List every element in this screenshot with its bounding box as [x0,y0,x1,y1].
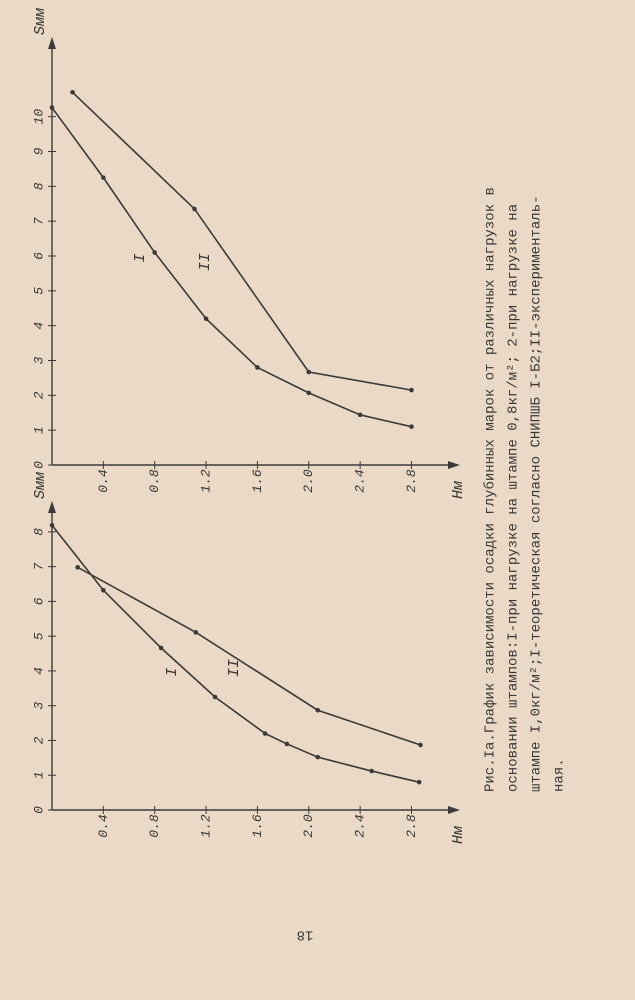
data-point [101,175,106,180]
data-point [369,768,374,774]
series-label: I [164,667,181,676]
x-axis-title: Hм [450,825,467,844]
y-tick-label: 7 [31,217,46,225]
x-tick-label: 2.8 [404,469,419,493]
y-tick-label: 4 [31,322,46,330]
data-point [284,741,290,747]
data-point [152,250,158,255]
caption-line: основании штампов:I-при нагрузке на штам… [506,204,522,792]
x-tick-label: 0.8 [147,814,162,838]
y-tick-label: 2 [31,391,46,399]
data-point [409,387,414,393]
y-tick-label: 6 [31,252,46,260]
y-axis-arrow [48,37,56,49]
x-tick-label: 1.6 [250,814,265,838]
x-tick-label: 0.4 [96,814,111,838]
y-tick-label: 8 [31,528,46,536]
caption-line: Рис.Iа.График зависимости осадки глубинн… [482,187,499,792]
data-point [306,390,312,396]
y-axis-title: Sмм [32,471,49,499]
x-tick-label: 2.4 [353,814,368,838]
x-axis-title: Hм [450,480,467,499]
data-point [49,522,55,528]
y-axis-title: Sмм [32,7,49,35]
y-tick-label: 5 [31,287,46,295]
series-line [71,91,412,391]
series-label: II [197,253,214,271]
y-tick-label: 6 [31,597,46,605]
x-axis-arrow [448,806,460,814]
data-point [416,779,422,785]
data-point [212,694,218,700]
x-tick-label: 2.0 [301,469,316,493]
x-tick-label: 2.0 [301,814,316,838]
y-tick-label: 3 [31,702,46,710]
data-point [255,365,260,370]
x-tick-label: 1.2 [199,814,214,838]
x-tick-label: 0.4 [96,469,111,493]
data-point [49,105,55,110]
y-tick-label: 3 [31,356,46,364]
y-tick-label: 8 [31,182,46,190]
caption-line: ная. [552,758,568,792]
data-point [158,645,164,651]
y-tick-label: 0 [31,806,46,814]
y-axis-arrow [48,501,56,513]
page-number: 18 [297,926,314,942]
x-tick-label: 2.8 [404,814,419,838]
y-tick-label: 9 [31,147,46,155]
series-label: II [226,659,243,677]
x-tick-label: 1.6 [250,469,265,493]
data-point [101,587,106,593]
y-tick-label: 4 [31,667,46,675]
y-tick-label: 5 [31,632,46,640]
data-point [203,316,209,322]
data-point [418,742,423,748]
data-point [357,412,363,418]
data-point [193,630,199,635]
data-point [306,369,312,375]
y-tick-label: 10 [31,109,46,125]
y-tick-label: 1 [31,771,46,779]
data-point [75,565,80,570]
caption-line: штампе I,0кг/м²;I-теоретическая согласно… [529,196,545,793]
series-line [51,107,412,428]
y-tick-label: 2 [31,736,46,744]
series-line [77,566,421,746]
data-point [315,754,321,760]
y-tick-label: 1 [31,426,46,434]
data-point [70,89,75,95]
series-label: I [132,253,149,262]
data-point [409,424,414,429]
x-tick-label: 2.4 [353,469,368,493]
y-tick-label: 0 [31,461,46,469]
data-point [262,731,268,736]
data-point [192,206,197,212]
x-axis-arrow [448,461,460,469]
data-point [315,707,321,713]
x-tick-label: 0.8 [147,469,162,493]
y-tick-label: 7 [31,563,46,571]
x-tick-label: 1.2 [199,469,214,493]
